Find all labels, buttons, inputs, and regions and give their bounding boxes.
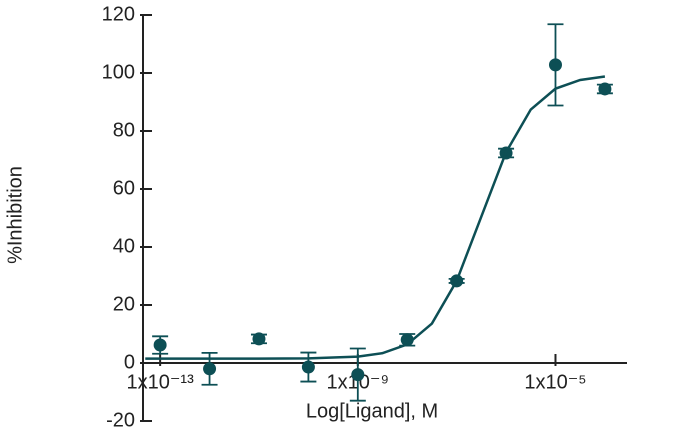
data-point: [153, 338, 167, 352]
fit-curve: [145, 75, 606, 360]
y-tick-label: -20: [106, 409, 135, 431]
y-tick-label: 80: [113, 119, 135, 141]
data-point: [252, 332, 266, 346]
y-axis-label: %Inhibition: [4, 166, 26, 264]
x-tick-label: 1x10⁻¹³: [127, 371, 195, 393]
x-tick-label: 1x10⁻⁵: [524, 371, 586, 393]
data-point: [548, 58, 562, 72]
y-tick-label: 100: [102, 61, 135, 83]
data-point: [598, 82, 612, 96]
data-point: [351, 368, 365, 382]
y-tick-label: 40: [113, 235, 135, 257]
y-tick-label: 0: [124, 351, 135, 373]
data-point: [203, 362, 217, 376]
x-axis-label: Log[Ligand], M: [306, 400, 438, 422]
y-tick-label: 60: [113, 177, 135, 199]
data-point: [301, 360, 315, 374]
y-tick-label: 120: [102, 3, 135, 25]
y-tick-label: 20: [113, 293, 135, 315]
